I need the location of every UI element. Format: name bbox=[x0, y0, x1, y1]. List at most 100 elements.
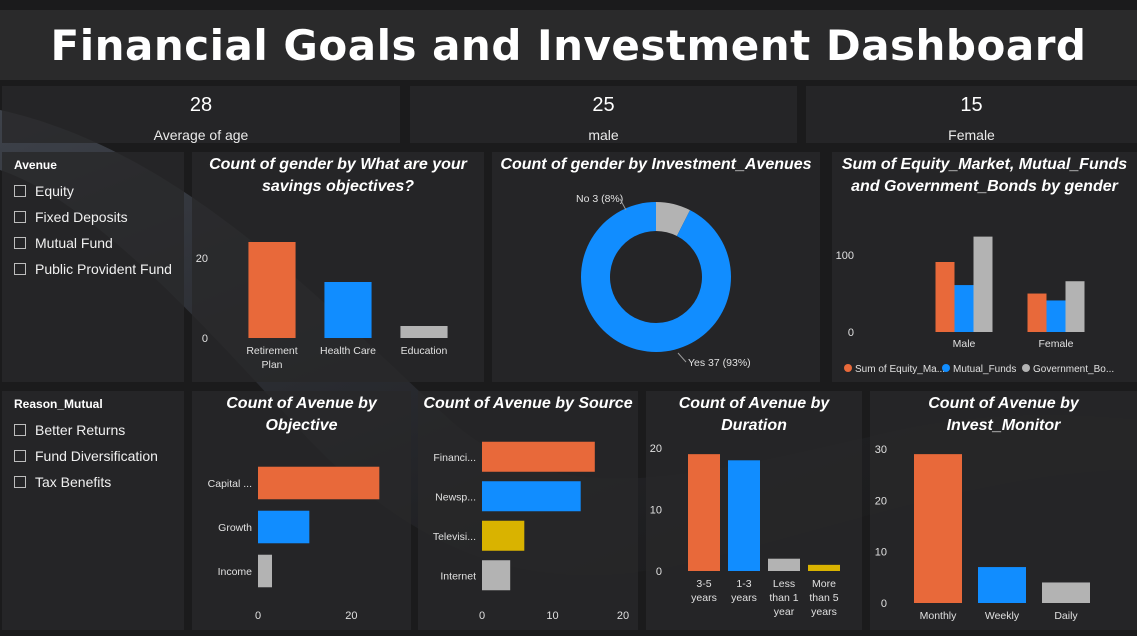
x-tick-label: than 5 bbox=[809, 592, 838, 604]
chart-savings-objectives[interactable]: Count of gender by What are your savings… bbox=[192, 152, 484, 382]
chart-title: Count of gender by Investment_Avenues bbox=[500, 156, 812, 173]
page-title: Financial Goals and Investment Dashboard bbox=[50, 20, 1087, 70]
slicer-item-mutual-fund[interactable]: Mutual Fund bbox=[14, 230, 172, 256]
source-chart-svg: Financi... Newsp... Televisi... Internet 0 10… bbox=[433, 441, 629, 622]
legend-label: Mutual_Funds bbox=[953, 364, 1016, 375]
x-tick-label: 1-3 bbox=[736, 578, 751, 590]
legend-label: Sum of Equity_Ma... bbox=[855, 364, 945, 375]
slicer-item-fixed-deposits[interactable]: Fixed Deposits bbox=[14, 204, 172, 230]
x-tick-label: Health Care bbox=[320, 345, 376, 357]
x-tick-label: Daily bbox=[1054, 610, 1078, 622]
x-tick-label: Retirement bbox=[246, 345, 297, 357]
slicer-title: Reason_Mutual bbox=[14, 397, 103, 411]
monitor-chart-svg: 0 10 20 30 Monthly Weekly Daily bbox=[875, 444, 1090, 622]
y-tick-label: 20 bbox=[875, 495, 887, 507]
checkbox[interactable] bbox=[14, 237, 26, 249]
x-tick-label: 0 bbox=[255, 610, 261, 622]
bar bbox=[482, 520, 525, 551]
x-tick-label: than 1 bbox=[769, 592, 798, 604]
x-tick-label: 20 bbox=[345, 610, 357, 622]
pie-slice bbox=[656, 202, 691, 237]
bar bbox=[954, 285, 974, 332]
bar bbox=[1046, 300, 1066, 332]
bar bbox=[482, 441, 595, 472]
y-tick-label: Growth bbox=[218, 522, 252, 534]
bar bbox=[258, 554, 272, 588]
checkbox[interactable] bbox=[14, 185, 26, 197]
bar bbox=[973, 236, 993, 332]
bar bbox=[1042, 582, 1090, 603]
slicer-item-public-provident-fund[interactable]: Public Provident Fund bbox=[14, 256, 172, 282]
chart-title: Count of Avenue by Invest_Monitor bbox=[928, 395, 1079, 434]
y-tick-label: 20 bbox=[650, 443, 662, 455]
y-tick-label: Newsp... bbox=[435, 491, 476, 503]
slicer-item-label: Equity bbox=[35, 183, 74, 199]
slicer-reason-mutual: Reason_Mutual Better Returns Fund Divers… bbox=[2, 391, 184, 630]
y-tick-label: 10 bbox=[650, 505, 662, 517]
y-tick-label: 0 bbox=[202, 333, 208, 345]
header: Financial Goals and Investment Dashboard bbox=[0, 10, 1137, 80]
chart-title: Sum of Equity_Market, Mutual_Funds and G… bbox=[841, 156, 1128, 195]
x-tick-label: Less bbox=[773, 578, 795, 590]
kpi-female: 15 Female bbox=[806, 86, 1137, 143]
chart-avenue-by-source[interactable]: Count of Avenue by Source Financi... News… bbox=[418, 391, 638, 630]
slicer-avenue: Avenue Equity Fixed Deposits Mutual Fund… bbox=[2, 152, 184, 382]
kpi-average-age: 28 Average of age bbox=[2, 86, 400, 143]
bar bbox=[258, 510, 310, 544]
chart-title: Count of Avenue by Objective bbox=[226, 395, 377, 434]
slicer-item-fund-diversification[interactable]: Fund Diversification bbox=[14, 443, 172, 469]
savings-chart-svg: 0 20 Retirement Plan Health Care Education bbox=[196, 242, 448, 371]
slicer-item-label: Public Provident Fund bbox=[35, 261, 172, 277]
x-tick-label: Female bbox=[1038, 338, 1073, 350]
legend-marker bbox=[942, 364, 950, 372]
leader-line bbox=[677, 352, 687, 363]
chart-avenue-by-duration[interactable]: Count of Avenue by Duration 0 10 20 3-5 year… bbox=[646, 391, 862, 630]
legend-marker bbox=[1022, 364, 1030, 372]
bar bbox=[482, 481, 581, 512]
slicer-item-better-returns[interactable]: Better Returns bbox=[14, 417, 172, 443]
y-tick-label: 0 bbox=[656, 566, 662, 578]
chart-investment-avenues[interactable]: Count of gender by Investment_Avenues No… bbox=[492, 152, 820, 382]
kpi-value: 28 bbox=[189, 94, 213, 116]
legend-marker bbox=[844, 364, 852, 372]
chart-avenue-by-objective[interactable]: Count of Avenue by Objective Capital ...… bbox=[192, 391, 411, 630]
pie-slice bbox=[581, 202, 731, 352]
x-tick-label: Plan bbox=[261, 359, 282, 371]
y-tick-label: Income bbox=[218, 566, 253, 578]
chart-title: Count of Avenue by Duration bbox=[678, 395, 830, 434]
slicer-item-label: Better Returns bbox=[35, 422, 126, 438]
checkbox[interactable] bbox=[14, 211, 26, 223]
y-tick-label: 0 bbox=[881, 598, 887, 610]
slicer-item-tax-benefits[interactable]: Tax Benefits bbox=[14, 469, 172, 495]
x-tick-label: 3-5 bbox=[696, 578, 711, 590]
bar bbox=[768, 558, 800, 571]
y-tick-label: 10 bbox=[875, 547, 887, 559]
bar bbox=[258, 466, 380, 500]
x-tick-label: More bbox=[812, 578, 836, 590]
x-tick-label: years bbox=[811, 606, 837, 618]
kpi-label: Female bbox=[948, 127, 995, 143]
checkbox[interactable] bbox=[14, 450, 26, 462]
x-tick-label: Education bbox=[401, 345, 448, 357]
checkbox[interactable] bbox=[14, 424, 26, 436]
slicer-item-label: Mutual Fund bbox=[35, 235, 113, 251]
kpi-label: male bbox=[588, 127, 619, 143]
y-tick-label: Capital ... bbox=[208, 478, 252, 490]
checkbox[interactable] bbox=[14, 263, 26, 275]
checkbox[interactable] bbox=[14, 476, 26, 488]
y-tick-label: 30 bbox=[875, 444, 887, 456]
x-tick-label: 10 bbox=[546, 610, 558, 622]
slicer-item-label: Fixed Deposits bbox=[35, 209, 128, 225]
y-tick-label: 20 bbox=[196, 253, 208, 265]
slicer-item-equity[interactable]: Equity bbox=[14, 178, 172, 204]
x-tick-label: Male bbox=[953, 338, 976, 350]
x-tick-label: Weekly bbox=[985, 610, 1020, 622]
chart-avenue-by-invest-monitor[interactable]: Count of Avenue by Invest_Monitor 0 10 20 3… bbox=[870, 391, 1137, 630]
y-tick-label: 100 bbox=[836, 250, 854, 262]
kpi-value: 15 bbox=[960, 94, 983, 116]
x-tick-label: 0 bbox=[479, 610, 485, 622]
bar bbox=[914, 454, 962, 603]
x-tick-label: years bbox=[691, 592, 717, 604]
bar bbox=[688, 454, 720, 571]
chart-sum-by-gender[interactable]: Sum of Equity_Market, Mutual_Funds and G… bbox=[832, 152, 1137, 382]
